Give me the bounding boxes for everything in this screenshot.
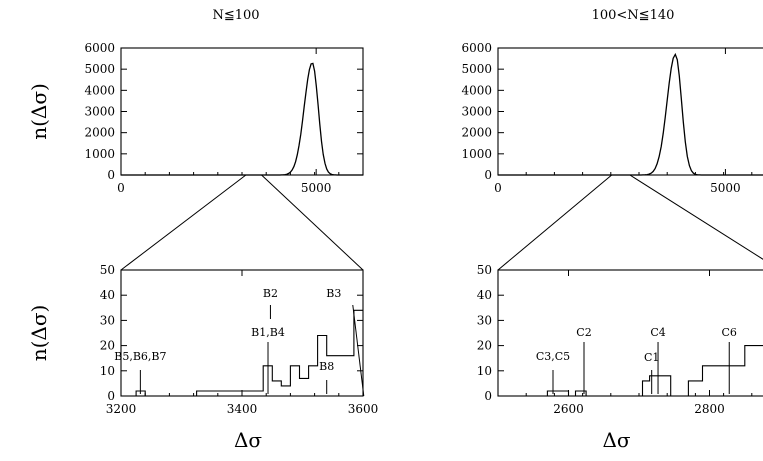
- annotation-label: B5,B6,B7: [114, 350, 166, 363]
- distribution-curve-left-top: [121, 62, 363, 176]
- y-tick-label: 6000: [461, 41, 492, 55]
- zoom-connector-line: [261, 174, 364, 271]
- axes-frame-right-top: [497, 47, 763, 176]
- y-tick-label: 4000: [84, 83, 115, 97]
- step-histogram-right-bottom: [498, 345, 763, 397]
- zoom-connector-line: [497, 174, 613, 271]
- y-tick-label: 50: [477, 263, 492, 277]
- panel-title: 100<N≦140: [592, 8, 675, 23]
- annotation-label: B8: [319, 360, 334, 373]
- zoom-connector-line: [629, 174, 763, 260]
- y-tick-label: 50: [100, 263, 115, 277]
- y-tick-label: 30: [477, 313, 492, 327]
- y-tick-label: 2000: [461, 126, 492, 140]
- y-tick-label: 40: [477, 288, 492, 302]
- step-histogram-left-bottom: [121, 309, 363, 397]
- y-axis-label: n(Δσ): [27, 83, 51, 140]
- panel-title: N≦100: [212, 8, 259, 23]
- x-tick-label: 3400: [227, 402, 258, 416]
- x-tick-label: 3200: [106, 402, 137, 416]
- y-tick-label: 4000: [461, 83, 492, 97]
- y-tick-label: 5000: [461, 62, 492, 76]
- annotation-label: C6: [722, 326, 737, 339]
- annotation-label: B2: [263, 287, 278, 300]
- zoom-connector-line: [120, 174, 247, 271]
- y-tick-label: 5000: [84, 62, 115, 76]
- y-tick-label: 40: [100, 288, 115, 302]
- y-tick-label: 0: [484, 168, 492, 182]
- y-axis-label: n(Δσ): [27, 305, 51, 362]
- annotation-leader: [352, 304, 365, 397]
- y-tick-label: 10: [477, 364, 492, 378]
- axes-frame-left-top: [120, 47, 364, 176]
- annotation-label: C3,C5: [536, 350, 570, 363]
- y-tick-label: 6000: [84, 41, 115, 55]
- y-tick-label: 2000: [84, 126, 115, 140]
- x-axis-label: Δσ: [602, 428, 630, 452]
- x-tick-label: 0: [494, 181, 502, 195]
- x-tick-label: 5000: [301, 181, 332, 195]
- y-tick-label: 20: [100, 339, 115, 353]
- annotation-label: B3: [326, 287, 341, 300]
- distribution-curve-right-top: [498, 52, 763, 176]
- y-tick-label: 1000: [461, 147, 492, 161]
- x-tick-label: 3600: [348, 402, 379, 416]
- x-tick-label: 5000: [710, 181, 741, 195]
- annotation-label: C1: [644, 351, 659, 364]
- x-tick-label: 2600: [553, 402, 584, 416]
- y-tick-label: 0: [107, 389, 115, 403]
- y-tick-label: 20: [477, 339, 492, 353]
- x-tick-label: 2800: [694, 402, 725, 416]
- y-tick-label: 1000: [84, 147, 115, 161]
- y-tick-label: 3000: [461, 105, 492, 119]
- y-tick-label: 0: [107, 168, 115, 182]
- y-tick-label: 30: [100, 313, 115, 327]
- y-tick-label: 10: [100, 364, 115, 378]
- annotation-label: C2: [576, 326, 591, 339]
- x-tick-label: 0: [117, 181, 125, 195]
- x-axis-label: Δσ: [234, 428, 262, 452]
- y-tick-label: 0: [484, 389, 492, 403]
- annotation-label: C4: [650, 326, 665, 339]
- annotation-label: B1,B4: [251, 326, 285, 339]
- y-tick-label: 3000: [84, 105, 115, 119]
